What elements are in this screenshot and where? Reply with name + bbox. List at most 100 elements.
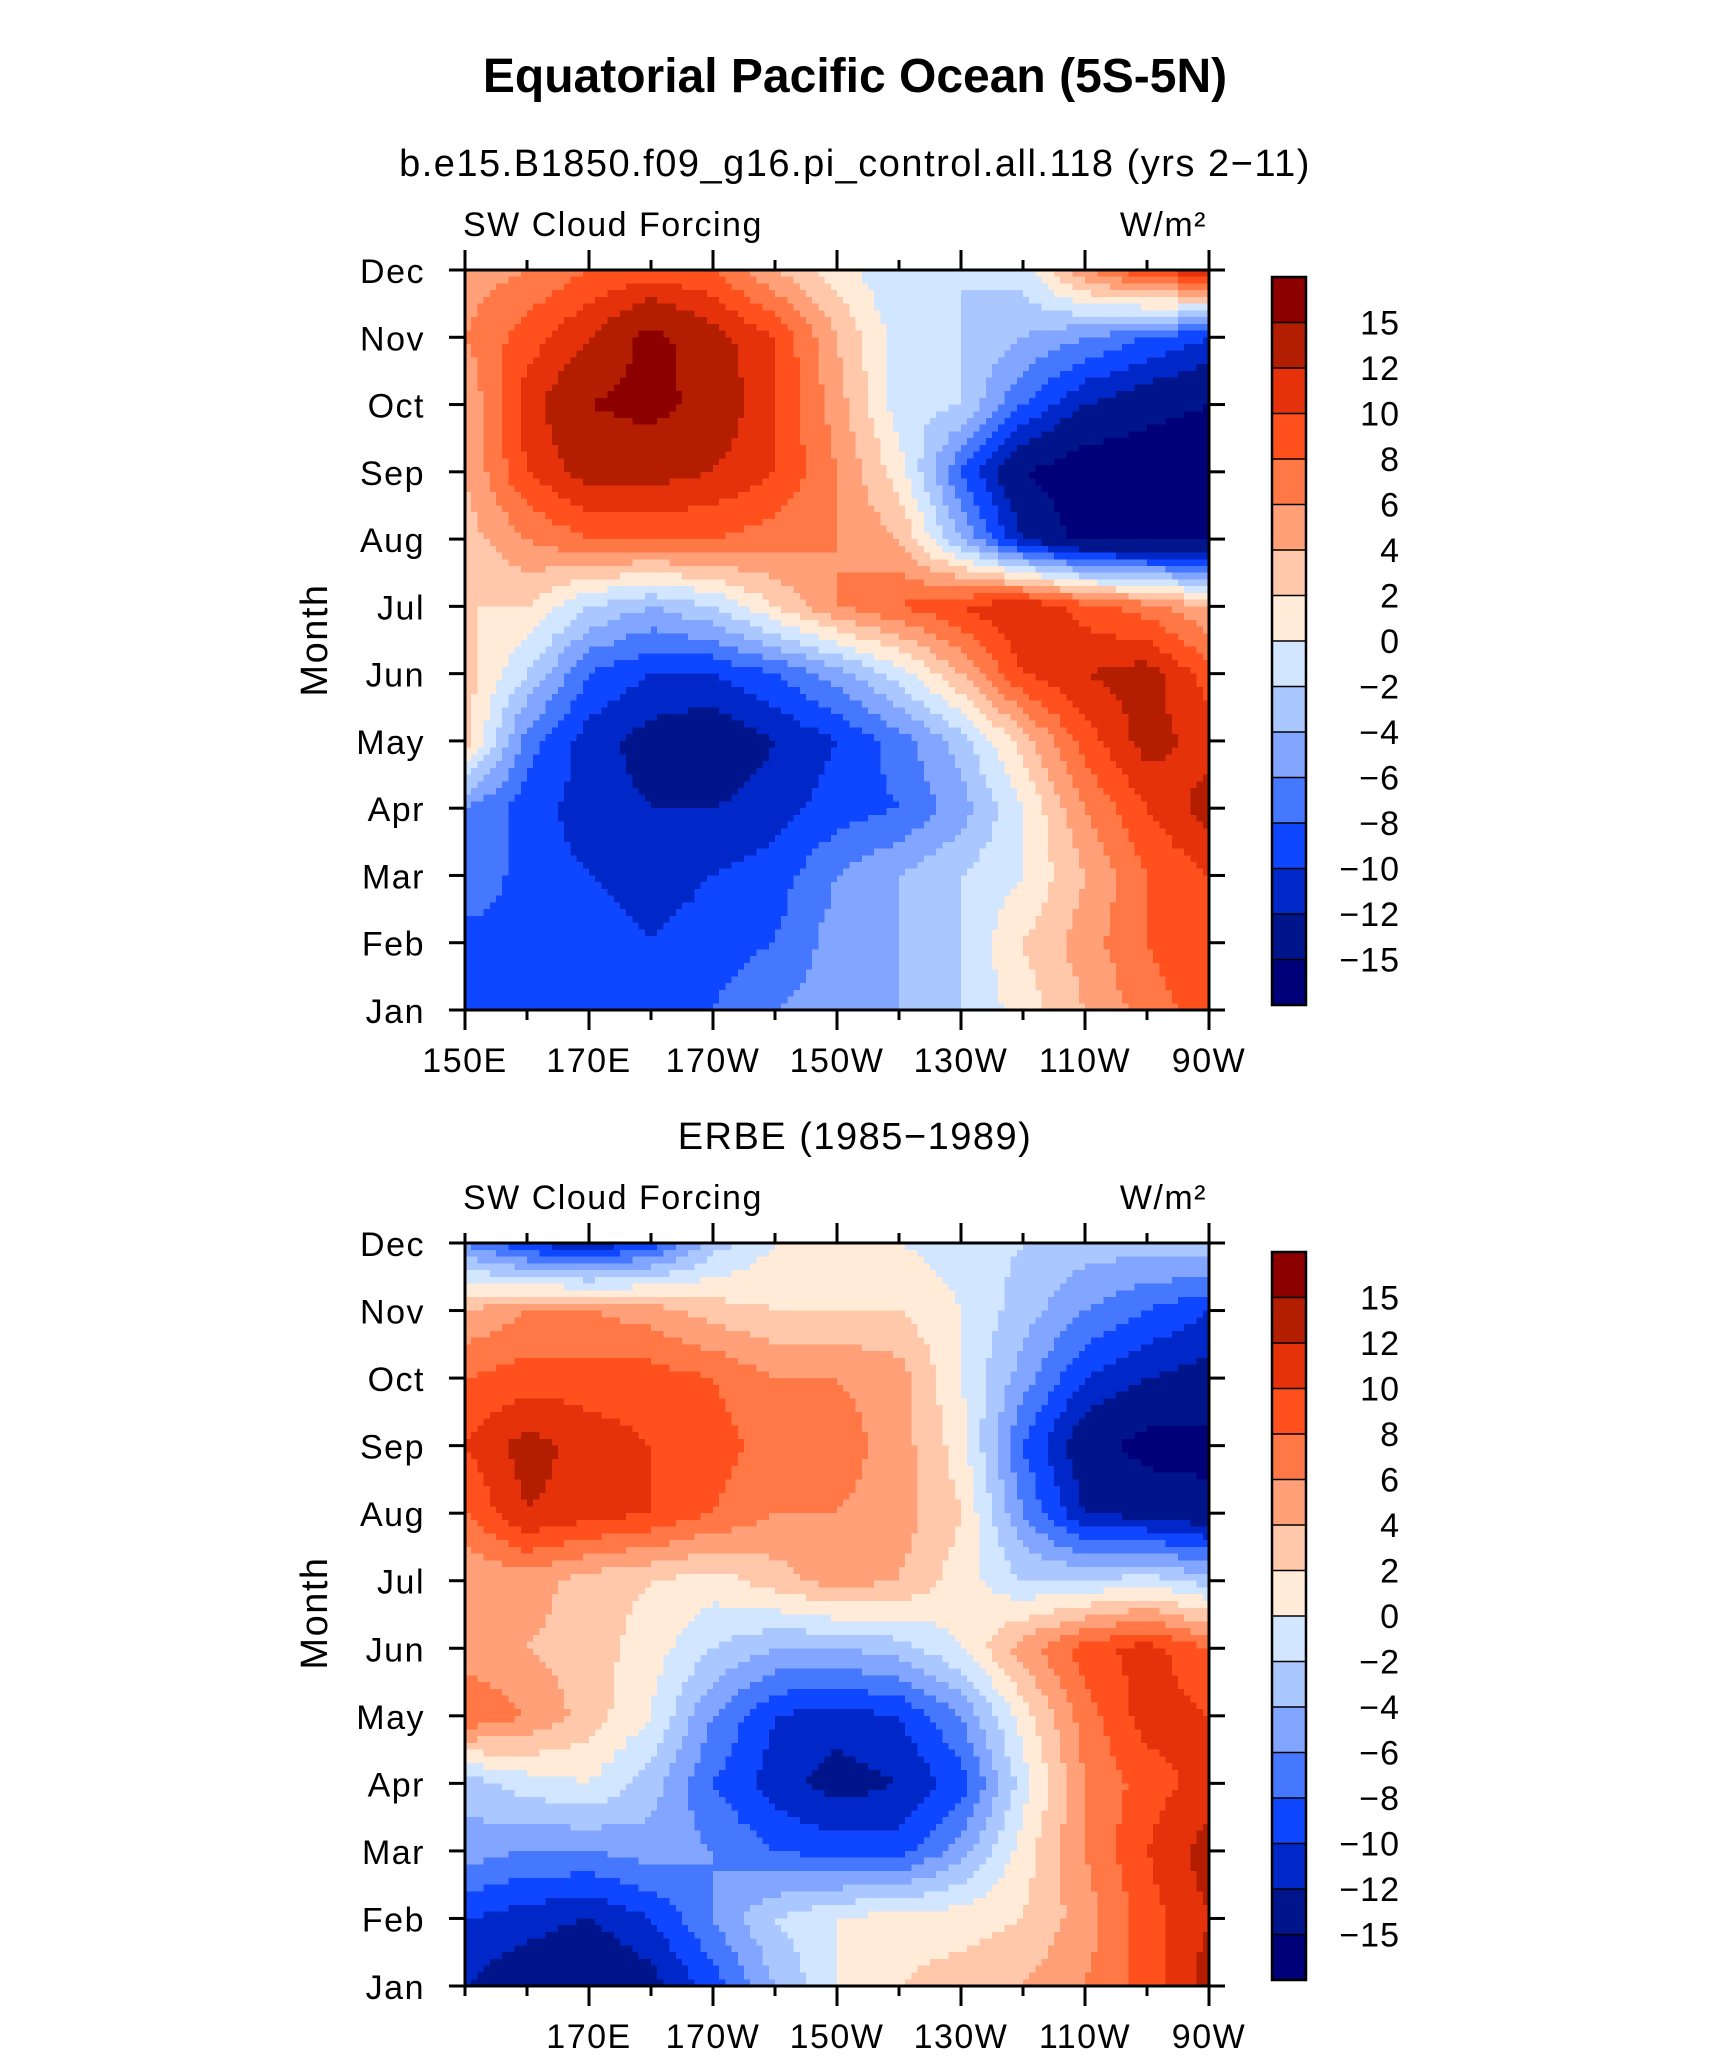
field-cell: [1085, 337, 1092, 344]
field-cell: [769, 364, 776, 371]
field-cell: [651, 357, 658, 364]
field-cell: [552, 425, 559, 432]
field-cell: [812, 337, 819, 344]
field-cell: [856, 337, 863, 344]
field-cell: [955, 472, 962, 479]
field-cell: [775, 398, 782, 405]
field-cell: [930, 331, 937, 338]
field-cell: [1110, 337, 1117, 344]
field-cell: [744, 452, 751, 459]
field-cell: [620, 485, 627, 492]
field-cell: [1128, 512, 1135, 519]
field-cell: [608, 411, 615, 418]
field-cell: [502, 364, 509, 371]
field-cell: [527, 351, 534, 358]
field-cell: [1197, 445, 1204, 452]
field-cell: [738, 411, 745, 418]
field-cell: [1029, 505, 1036, 512]
field-cell: [490, 539, 497, 546]
field-cell: [471, 357, 478, 364]
field-cell: [787, 371, 794, 378]
field-cell: [490, 317, 497, 324]
field-cell: [589, 371, 596, 378]
field-cell: [1054, 526, 1061, 533]
field-cell: [1147, 337, 1154, 344]
field-cell: [1035, 505, 1042, 512]
field-cell: [490, 532, 497, 539]
field-cell: [595, 452, 602, 459]
field-cell: [589, 317, 596, 324]
field-cell: [744, 492, 751, 499]
field-cell: [1184, 526, 1191, 533]
field-cell: [744, 519, 751, 526]
field-cell: [893, 378, 900, 385]
field-cell: [713, 391, 720, 398]
field-cell: [1085, 371, 1092, 378]
field-cell: [862, 310, 869, 317]
field-cell: [577, 378, 584, 385]
field-cell: [1110, 304, 1117, 311]
field-cell: [961, 411, 968, 418]
field-cell: [831, 472, 838, 479]
field-cell: [477, 512, 484, 519]
field-cell: [936, 337, 943, 344]
field-cell: [1073, 290, 1080, 297]
field-cell: [837, 458, 844, 465]
field-cell: [1147, 371, 1154, 378]
field-cell: [570, 317, 577, 324]
field-cell: [1017, 425, 1024, 432]
field-cell: [1166, 492, 1173, 499]
field-cell: [887, 526, 894, 533]
field-cell: [942, 277, 949, 284]
field-cell: [725, 485, 732, 492]
field-cell: [998, 452, 1005, 459]
field-cell: [1029, 357, 1036, 364]
field-cell: [1172, 505, 1179, 512]
field-cell: [670, 337, 677, 344]
field-cell: [707, 344, 714, 351]
field-cell: [1190, 526, 1197, 533]
field-cell: [831, 431, 838, 438]
field-cell: [732, 405, 739, 412]
field-cell: [1116, 290, 1123, 297]
field-cell: [775, 290, 782, 297]
field-cell: [1060, 290, 1067, 297]
field-cell: [1178, 418, 1185, 425]
field-cell: [1042, 445, 1049, 452]
field-cell: [986, 532, 993, 539]
field-cell: [639, 283, 646, 290]
field-cell: [1066, 277, 1073, 284]
field-cell: [992, 532, 999, 539]
field-cell: [911, 324, 918, 331]
field-cell: [998, 472, 1005, 479]
field-cell: [719, 512, 726, 519]
field-cell: [812, 371, 819, 378]
field-cell: [738, 418, 745, 425]
field-cell: [614, 418, 621, 425]
field-cell: [856, 492, 863, 499]
field-cell: [688, 317, 695, 324]
field-cell: [539, 445, 546, 452]
field-cell: [701, 411, 708, 418]
field-cell: [1116, 479, 1123, 486]
field-cell: [1122, 304, 1129, 311]
field-cell: [719, 445, 726, 452]
field-cell: [1147, 277, 1154, 284]
field-cell: [818, 398, 825, 405]
field-cell: [756, 398, 763, 405]
field-cell: [812, 505, 819, 512]
field-cell: [794, 512, 801, 519]
field-cell: [738, 297, 745, 304]
field-cell: [1060, 479, 1067, 486]
field-cell: [1122, 519, 1129, 526]
field-cell: [967, 425, 974, 432]
field-cell: [558, 364, 565, 371]
field-cell: [1011, 505, 1018, 512]
field-cell: [577, 297, 584, 304]
field-cell: [1060, 304, 1067, 311]
field-cell: [1153, 405, 1160, 412]
field-cell: [1079, 499, 1086, 506]
field-cell: [1097, 411, 1104, 418]
field-cell: [756, 324, 763, 331]
field-cell: [1085, 458, 1092, 465]
